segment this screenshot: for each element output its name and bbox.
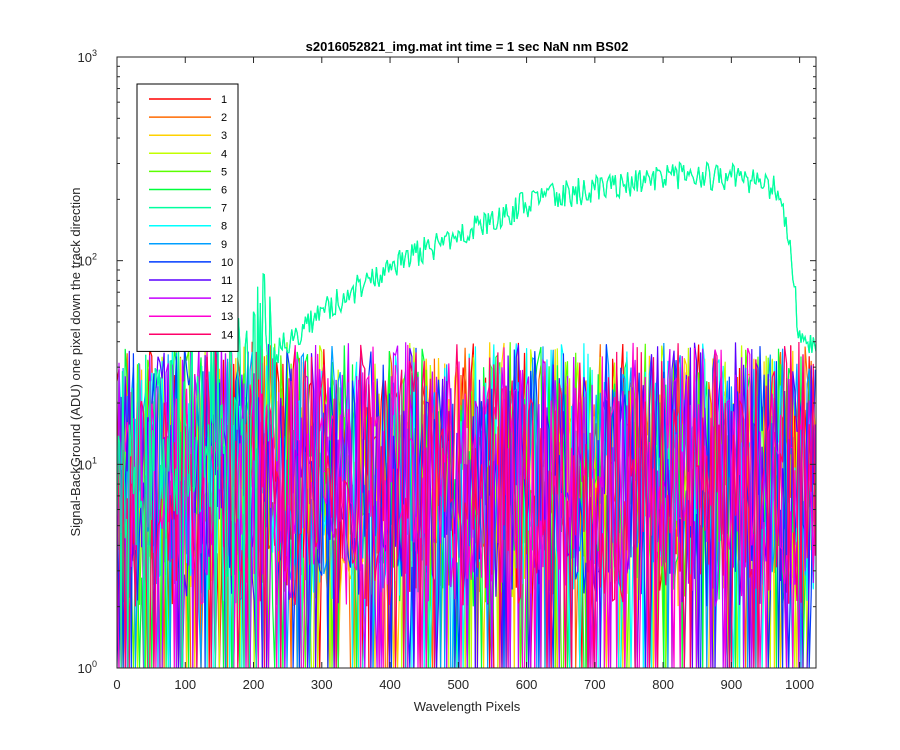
legend-label-14: 14 xyxy=(221,329,233,341)
legend-label-11: 11 xyxy=(221,275,232,287)
x-tick-label-300: 300 xyxy=(311,677,333,692)
chart-title: s2016052821_img.mat int time = 1 sec NaN… xyxy=(306,39,629,54)
legend-label-12: 12 xyxy=(221,293,233,305)
legend-label-8: 8 xyxy=(221,221,227,233)
x-tick-label-800: 800 xyxy=(652,677,674,692)
plot-frame xyxy=(116,56,817,669)
y-axis-label: Signal-BackGround (ADU) one pixel down t… xyxy=(68,187,83,536)
x-tick-label-500: 500 xyxy=(447,677,469,692)
legend-label-10: 10 xyxy=(221,257,233,269)
x-tick-label-700: 700 xyxy=(584,677,606,692)
legend-label-6: 6 xyxy=(221,185,227,197)
legend-label-9: 9 xyxy=(221,239,227,251)
legend-label-1: 1 xyxy=(221,94,227,106)
legend-box xyxy=(136,83,239,352)
legend-label-2: 2 xyxy=(221,112,227,124)
y-tick-label-100: 102 xyxy=(78,252,97,269)
x-tick-label-600: 600 xyxy=(516,677,538,692)
legend-label-7: 7 xyxy=(221,203,227,215)
legend-label-13: 13 xyxy=(221,311,233,323)
y-tick-label-10: 101 xyxy=(78,455,97,472)
legend-label-5: 5 xyxy=(221,166,227,178)
series-layer xyxy=(117,161,816,668)
x-tick-label-0: 0 xyxy=(113,677,120,692)
x-tick-label-400: 400 xyxy=(379,677,401,692)
axes-layer: 0 100 200 300 400 500 600 700 800 900 100010010110… xyxy=(78,48,816,692)
x-tick-label-100: 100 xyxy=(174,677,196,692)
legend-label-4: 4 xyxy=(221,148,227,160)
series-line-7 xyxy=(117,161,816,668)
legend-label-3: 3 xyxy=(221,130,227,142)
x-tick-label-200: 200 xyxy=(243,677,265,692)
x-tick-label-1000: 1000 xyxy=(785,677,814,692)
y-tick-label-1000: 103 xyxy=(78,48,97,65)
x-tick-label-900: 900 xyxy=(721,677,743,692)
y-tick-label-1: 100 xyxy=(78,659,97,676)
x-axis-label: Wavelength Pixels xyxy=(414,699,521,714)
